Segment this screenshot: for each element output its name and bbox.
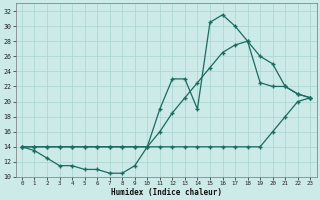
X-axis label: Humidex (Indice chaleur): Humidex (Indice chaleur)	[111, 188, 221, 197]
